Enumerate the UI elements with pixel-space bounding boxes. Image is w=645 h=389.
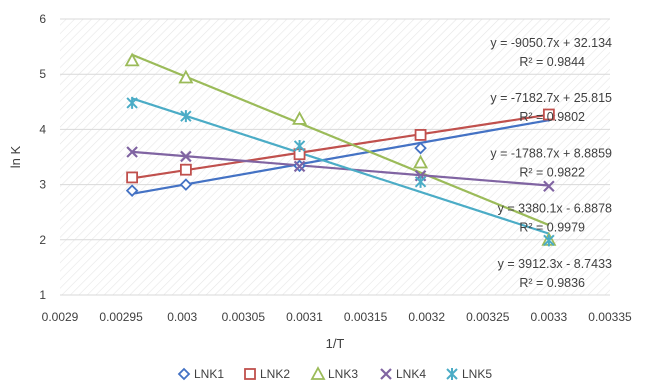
- data-point-lnk5: [180, 110, 192, 123]
- data-point-lnk3: [413, 154, 429, 169]
- data-point-lnk5: [543, 234, 555, 247]
- x-tick-label: 0.00305: [222, 310, 266, 324]
- legend-label: LNK5: [462, 367, 492, 381]
- trendline-equations: y = -9050.7x + 32.134 R² = 0.9844 y = -718…: [490, 36, 612, 290]
- x-tick-label: 0.0033: [531, 310, 568, 324]
- trendline-lnk3: [131, 53, 550, 227]
- trendline-layer: [131, 53, 550, 235]
- trendline-equation: y = 3380.1x - 6.8878: [498, 202, 612, 216]
- x-tick-label: 0.0029: [42, 310, 79, 324]
- y-tick-label: 4: [39, 122, 46, 136]
- legend-label: LNK1: [194, 367, 224, 381]
- legend-label: LNK3: [328, 367, 358, 381]
- legend-marker-lnk1: [177, 367, 191, 381]
- data-point-lnk3: [178, 69, 194, 84]
- grid-layer: [60, 18, 610, 296]
- tick-labels: 1 2 3 4 5 6 0.0029 0.00295 0.003 0.00305 0.0031 0.0…: [39, 12, 632, 324]
- r-squared-label: R² = 0.9836: [519, 276, 585, 290]
- trendline-equation: y = 3912.3x - 8.7433: [498, 257, 612, 271]
- trendline-lnk4: [132, 150, 549, 187]
- data-point-lnk4: [126, 146, 138, 158]
- x-tick-label: 0.003: [167, 310, 197, 324]
- data-point-lnk2: [414, 129, 427, 141]
- legend-marker-lnk3: [310, 366, 326, 380]
- r-squared-label: R² = 0.9802: [519, 110, 585, 124]
- x-tick-label: 0.00325: [466, 310, 510, 324]
- data-point-lnk2: [126, 171, 139, 184]
- legend: LNK1 LNK2 LNK3 LNK4 LNK5: [177, 366, 492, 381]
- x-axis-title: 1/T: [326, 336, 345, 351]
- data-point-lnk4: [293, 160, 306, 173]
- x-tick-label: 0.00335: [588, 310, 632, 324]
- data-point-lnk5: [414, 175, 427, 188]
- data-point-lnk3: [124, 52, 140, 67]
- trendline-equation: y = -9050.7x + 32.134: [490, 36, 612, 50]
- trendline-equation: y = -1788.7x + 8.8859: [490, 146, 612, 160]
- data-point-lnk5: [293, 139, 306, 152]
- y-tick-label: 3: [39, 178, 46, 192]
- trendline-equation: y = -7182.7x + 25.815: [490, 91, 612, 105]
- legend-marker-lnk5: [446, 368, 458, 380]
- marker-layer: [124, 52, 557, 247]
- data-point-lnk5: [126, 96, 138, 109]
- legend-marker-lnk4: [380, 368, 392, 380]
- data-point-lnk4: [180, 150, 192, 163]
- data-point-lnk2: [179, 163, 192, 176]
- y-tick-label: 1: [39, 288, 46, 302]
- x-tick-label: 0.00295: [99, 310, 143, 324]
- y-tick-label: 6: [39, 12, 46, 26]
- data-point-lnk1: [414, 141, 427, 155]
- r-squared-label: R² = 0.9979: [519, 221, 585, 235]
- x-tick-label: 0.00315: [344, 310, 388, 324]
- data-point-lnk4: [543, 180, 555, 193]
- data-point-lnk1: [125, 184, 139, 197]
- data-point-lnk2: [542, 108, 555, 121]
- y-tick-label: 2: [39, 233, 46, 247]
- x-tick-label: 0.0032: [408, 310, 445, 324]
- r-squared-label: R² = 0.9844: [519, 55, 585, 69]
- y-tick-label: 5: [39, 67, 46, 81]
- x-tick-label: 0.0031: [286, 310, 323, 324]
- legend-label: LNK4: [396, 367, 426, 381]
- y-axis-title: ln K: [8, 145, 23, 168]
- data-point-lnk1: [179, 178, 193, 191]
- trendline-lnk1: [131, 119, 550, 195]
- trendline-lnk5: [131, 97, 550, 235]
- legend-label: LNK2: [260, 367, 290, 381]
- trendline-lnk2: [131, 113, 550, 180]
- r-squared-label: R² = 0.9822: [519, 165, 585, 179]
- legend-marker-lnk2: [244, 368, 256, 380]
- data-point-lnk3: [292, 111, 308, 125]
